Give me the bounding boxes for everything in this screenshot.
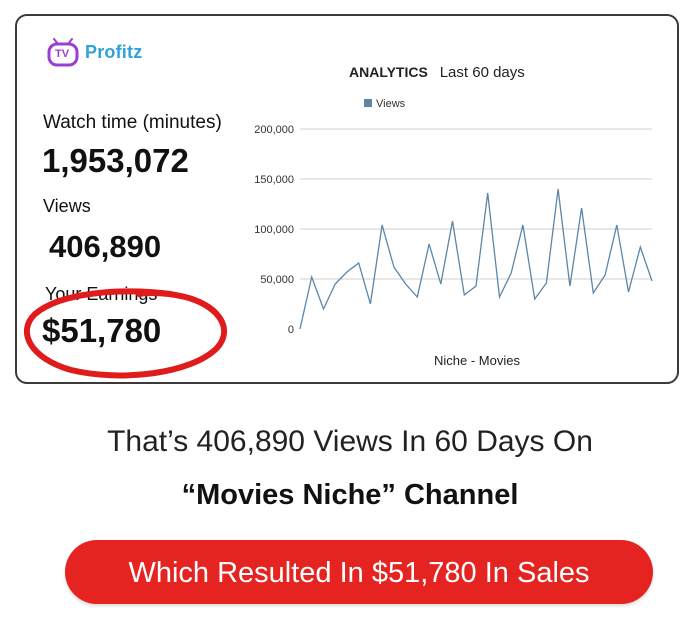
earnings-value: $51,780	[42, 312, 162, 349]
logo-mark: TV	[55, 48, 70, 60]
y-tick-label: 50,000	[260, 274, 294, 286]
views-value: 406,890	[49, 229, 162, 264]
headline: That’s 406,890 Views In 60 Days On	[107, 425, 593, 458]
brand-name: Profitz	[85, 41, 143, 62]
views-label: Views	[43, 196, 91, 216]
brand-logo: TV Profitz	[47, 38, 143, 67]
analytics-header: ANALYTICS Last 60 days	[349, 64, 525, 81]
subline: “Movies Niche” Channel	[181, 479, 519, 511]
legend-swatch	[364, 99, 372, 107]
series-line-views	[299, 188, 653, 330]
sales-cta-button[interactable]: Which Resulted In $51,780 In Sales	[65, 540, 653, 604]
x-axis-label: Niche - Movies	[434, 353, 520, 368]
legend-label: Views	[376, 98, 406, 110]
y-tick-label: 200,000	[254, 124, 294, 136]
y-tick-label: 150,000	[254, 174, 294, 186]
watch-time-label: Watch time (minutes)	[43, 112, 222, 133]
y-tick-label: 0	[288, 324, 294, 336]
views-line-chart: 0 50,000 100,000 150,000 200,000 Views Niche -…	[254, 98, 653, 368]
y-tick-label: 100,000	[254, 224, 294, 236]
analytics-card: TV Profitz Watch time (minutes) 1,953,07…	[15, 14, 679, 384]
analytics-range: Last 60 days	[439, 64, 525, 81]
analytics-title: ANALYTICS	[349, 64, 428, 80]
watch-time-value: 1,953,072	[42, 142, 189, 179]
tv-icon: TV	[47, 38, 81, 67]
earnings-label: Your Earnings	[45, 284, 158, 304]
